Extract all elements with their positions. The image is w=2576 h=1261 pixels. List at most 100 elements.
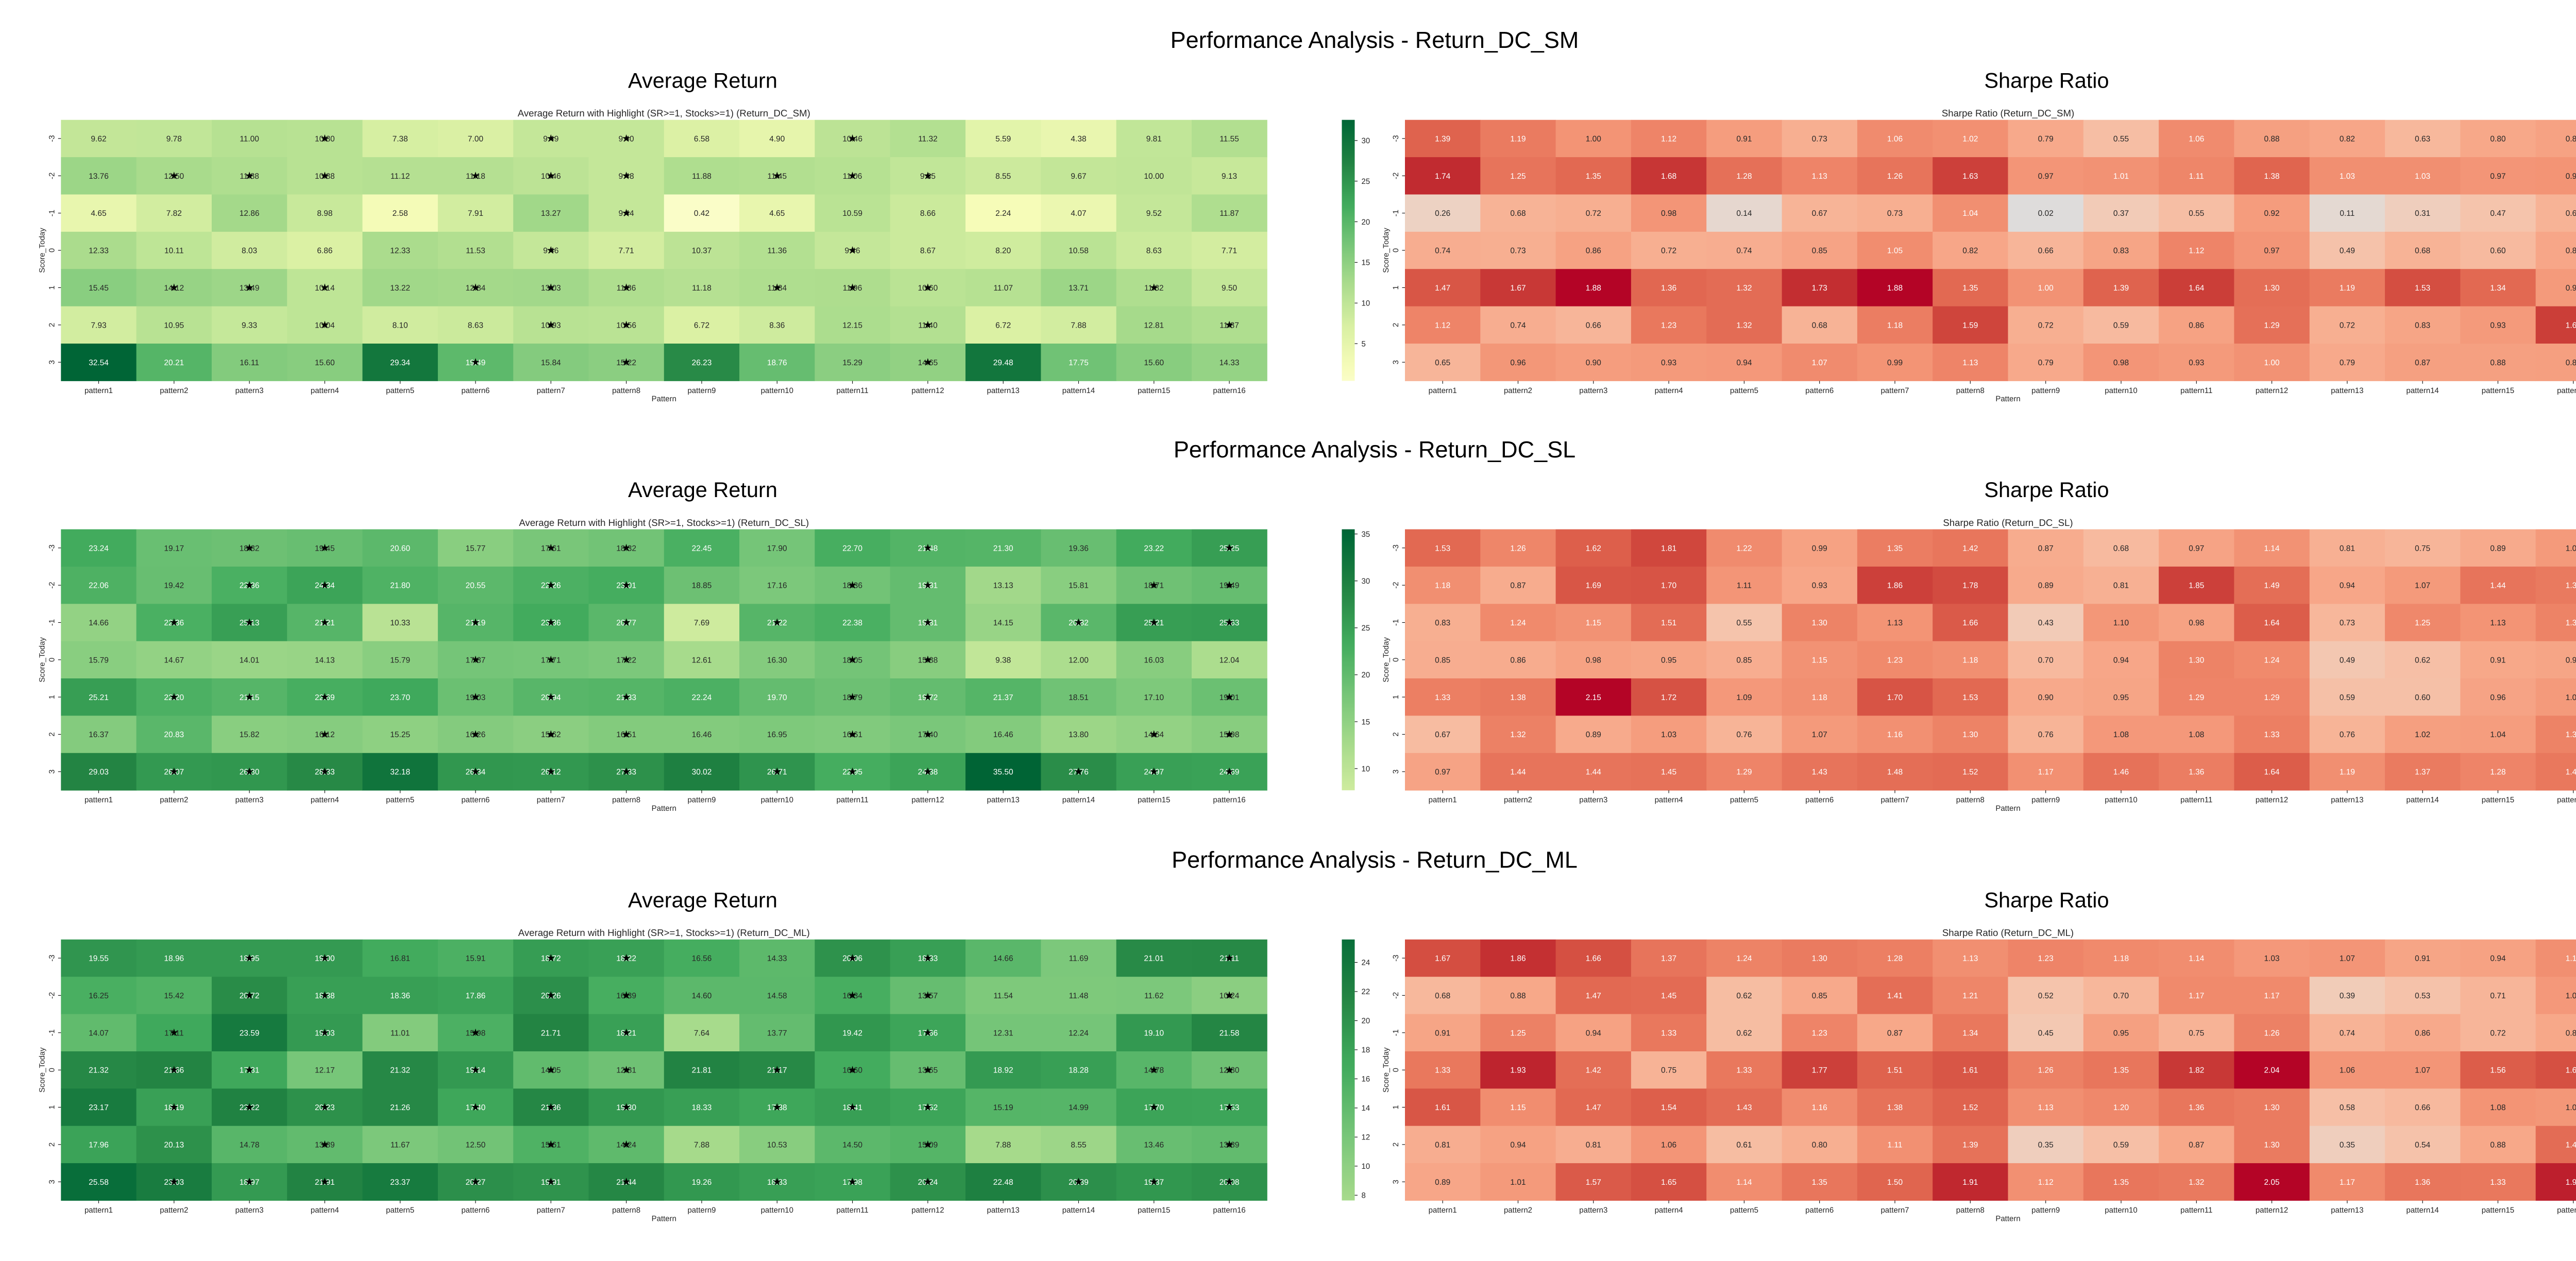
svg-text:22.48: 22.48 bbox=[993, 1178, 1013, 1187]
svg-text:1.26: 1.26 bbox=[1887, 172, 1903, 181]
svg-text:1.94: 1.94 bbox=[2566, 1178, 2576, 1187]
svg-text:9.67: 9.67 bbox=[1071, 172, 1086, 181]
svg-text:0.53: 0.53 bbox=[2415, 992, 2430, 1000]
svg-text:0.79: 0.79 bbox=[2038, 359, 2054, 367]
svg-text:1.31: 1.31 bbox=[2566, 730, 2576, 739]
svg-text:1.20: 1.20 bbox=[2113, 1103, 2129, 1112]
svg-text:7.71: 7.71 bbox=[619, 247, 634, 255]
svg-text:1.33: 1.33 bbox=[2490, 1178, 2505, 1187]
svg-text:Sharpe Ratio: Sharpe Ratio bbox=[1984, 888, 2109, 912]
svg-text:1.02: 1.02 bbox=[2415, 730, 2430, 739]
svg-text:pattern10: pattern10 bbox=[761, 386, 793, 395]
svg-text:-2: -2 bbox=[47, 992, 56, 999]
svg-text:0: 0 bbox=[1392, 1068, 1400, 1072]
svg-text:-1: -1 bbox=[1392, 1029, 1400, 1036]
svg-text:12.15: 12.15 bbox=[842, 321, 862, 330]
svg-text:16.30: 16.30 bbox=[767, 656, 787, 664]
svg-text:1.77: 1.77 bbox=[1812, 1066, 1827, 1075]
svg-text:15.77: 15.77 bbox=[466, 544, 486, 553]
svg-text:32.54: 32.54 bbox=[89, 359, 109, 367]
svg-text:pattern9: pattern9 bbox=[2031, 386, 2060, 395]
svg-text:1.82: 1.82 bbox=[2189, 1066, 2204, 1075]
svg-text:1.50: 1.50 bbox=[1887, 1178, 1903, 1187]
svg-text:pattern4: pattern4 bbox=[311, 1206, 339, 1215]
svg-text:pattern6: pattern6 bbox=[1805, 386, 1834, 395]
svg-text:16.46: 16.46 bbox=[993, 730, 1013, 739]
svg-text:Average Return: Average Return bbox=[628, 68, 777, 92]
svg-text:1.13: 1.13 bbox=[1962, 359, 1978, 367]
svg-text:8.36: 8.36 bbox=[769, 321, 785, 330]
svg-text:3: 3 bbox=[47, 360, 56, 364]
svg-text:1.51: 1.51 bbox=[1887, 1066, 1903, 1075]
svg-text:14.15: 14.15 bbox=[993, 619, 1013, 627]
svg-text:6.58: 6.58 bbox=[694, 135, 709, 144]
svg-text:14.58: 14.58 bbox=[767, 992, 787, 1000]
svg-text:15: 15 bbox=[1362, 718, 1370, 726]
svg-text:pattern6: pattern6 bbox=[461, 1206, 489, 1215]
svg-text:14.67: 14.67 bbox=[164, 656, 184, 664]
svg-text:21.32: 21.32 bbox=[390, 1066, 410, 1075]
svg-text:pattern8: pattern8 bbox=[612, 796, 640, 805]
svg-text:1.14: 1.14 bbox=[2264, 544, 2280, 553]
svg-text:1.67: 1.67 bbox=[1435, 955, 1450, 963]
svg-text:1.04: 1.04 bbox=[1962, 209, 1978, 218]
svg-text:0.73: 0.73 bbox=[1887, 209, 1903, 218]
svg-text:pattern15: pattern15 bbox=[1138, 796, 1170, 805]
svg-text:11.62: 11.62 bbox=[1144, 992, 1164, 1000]
svg-text:1.32: 1.32 bbox=[1736, 321, 1752, 330]
svg-text:25.21: 25.21 bbox=[89, 693, 109, 702]
svg-text:18.36: 18.36 bbox=[390, 992, 410, 1000]
svg-text:1.36: 1.36 bbox=[1661, 284, 1676, 293]
svg-text:1.38: 1.38 bbox=[1510, 693, 1526, 702]
svg-text:0.65: 0.65 bbox=[1435, 359, 1450, 367]
svg-text:pattern4: pattern4 bbox=[311, 796, 339, 805]
svg-text:1.07: 1.07 bbox=[1812, 359, 1827, 367]
svg-text:pattern9: pattern9 bbox=[687, 1206, 716, 1215]
svg-text:0.93: 0.93 bbox=[2189, 359, 2204, 367]
svg-text:0.49: 0.49 bbox=[2340, 247, 2355, 255]
svg-text:pattern16: pattern16 bbox=[2557, 386, 2576, 395]
svg-text:Score_Today: Score_Today bbox=[38, 1047, 46, 1093]
svg-text:pattern3: pattern3 bbox=[1579, 386, 1607, 395]
svg-text:0.45: 0.45 bbox=[2038, 1029, 2054, 1037]
svg-text:1.13: 1.13 bbox=[2566, 955, 2576, 963]
svg-text:-2: -2 bbox=[47, 582, 56, 588]
svg-text:1.39: 1.39 bbox=[1962, 1141, 1978, 1150]
svg-text:pattern7: pattern7 bbox=[537, 386, 565, 395]
svg-text:0.26: 0.26 bbox=[1435, 209, 1450, 218]
svg-text:19.36: 19.36 bbox=[1069, 544, 1089, 553]
svg-text:0.88: 0.88 bbox=[2264, 135, 2280, 144]
svg-text:10: 10 bbox=[1362, 764, 1370, 773]
svg-text:2.15: 2.15 bbox=[1586, 693, 1601, 702]
svg-text:Average Return with Highlight: Average Return with Highlight (SR>=1, St… bbox=[519, 517, 809, 528]
svg-text:20.13: 20.13 bbox=[164, 1141, 184, 1150]
svg-text:1: 1 bbox=[1392, 285, 1400, 289]
svg-text:pattern12: pattern12 bbox=[911, 386, 944, 395]
svg-text:5: 5 bbox=[1362, 339, 1366, 348]
svg-text:15.82: 15.82 bbox=[240, 730, 260, 739]
svg-text:0.82: 0.82 bbox=[1962, 247, 1978, 255]
svg-text:1.93: 1.93 bbox=[1510, 1066, 1526, 1075]
svg-text:2: 2 bbox=[47, 732, 56, 736]
svg-text:pattern12: pattern12 bbox=[911, 1206, 944, 1215]
svg-text:8.55: 8.55 bbox=[995, 172, 1011, 181]
svg-text:18.92: 18.92 bbox=[993, 1066, 1013, 1075]
svg-text:1.17: 1.17 bbox=[2038, 768, 2054, 777]
svg-text:1.10: 1.10 bbox=[2113, 619, 2129, 627]
svg-text:1.34: 1.34 bbox=[2490, 284, 2506, 293]
svg-text:1.11: 1.11 bbox=[1737, 582, 1752, 590]
svg-text:1.39: 1.39 bbox=[2113, 284, 2129, 293]
svg-text:14.78: 14.78 bbox=[240, 1141, 260, 1150]
svg-text:Average Return with Highlight: Average Return with Highlight (SR>=1, St… bbox=[518, 108, 810, 118]
svg-text:1.42: 1.42 bbox=[1962, 544, 1978, 553]
svg-text:13.46: 13.46 bbox=[1144, 1141, 1164, 1150]
svg-text:1.07: 1.07 bbox=[2566, 544, 2576, 553]
svg-text:0.87: 0.87 bbox=[2566, 1029, 2576, 1037]
svg-text:pattern1: pattern1 bbox=[1429, 1206, 1457, 1215]
svg-text:12: 12 bbox=[1362, 1133, 1370, 1142]
svg-text:14.50: 14.50 bbox=[842, 1141, 862, 1150]
svg-text:pattern16: pattern16 bbox=[1213, 386, 1245, 395]
svg-text:0.85: 0.85 bbox=[1812, 247, 1827, 255]
svg-text:1.35: 1.35 bbox=[2113, 1066, 2129, 1075]
svg-text:1.78: 1.78 bbox=[1962, 582, 1978, 590]
